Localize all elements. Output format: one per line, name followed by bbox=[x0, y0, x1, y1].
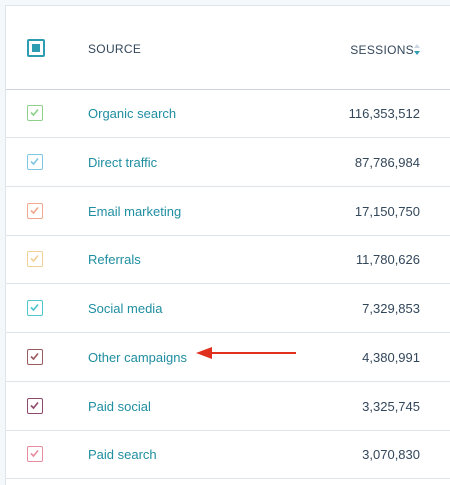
checkmark-icon bbox=[30, 401, 39, 409]
sort-descending-icon[interactable] bbox=[414, 43, 420, 57]
source-link[interactable]: Direct traffic bbox=[88, 154, 158, 170]
table-row: Email marketing 17,150,750 bbox=[6, 188, 450, 236]
checkmark-icon bbox=[30, 157, 39, 165]
table-row: Paid social 3,325,745 bbox=[6, 383, 450, 431]
checkmark-icon bbox=[30, 108, 39, 117]
sessions-value: 4,380,991 bbox=[362, 349, 420, 365]
table-row: Organic search 116,353,512 bbox=[6, 90, 450, 138]
source-link[interactable]: Organic search bbox=[88, 106, 177, 121]
column-header-source[interactable]: SOURCE bbox=[88, 42, 142, 56]
sources-table: SOURCE SESSIONS Organic search 116,353,51… bbox=[5, 5, 450, 485]
source-link[interactable]: Paid search bbox=[88, 447, 157, 463]
row-checkbox[interactable] bbox=[27, 397, 43, 414]
sessions-value: 116,353,512 bbox=[348, 106, 420, 121]
column-header-sessions[interactable]: SESSIONS bbox=[350, 43, 414, 57]
row-checkbox[interactable] bbox=[27, 153, 43, 170]
sessions-value: 17,150,750 bbox=[354, 203, 420, 219]
source-link[interactable]: Other campaigns bbox=[88, 349, 187, 365]
table-row: Direct traffic 87,786,984 bbox=[6, 139, 450, 187]
checkmark-icon bbox=[30, 255, 39, 263]
table-row: Social media 7,329,853 bbox=[6, 285, 450, 333]
row-checkbox[interactable] bbox=[27, 251, 43, 268]
checkmark-icon bbox=[30, 206, 39, 214]
sessions-value: 87,786,984 bbox=[354, 154, 420, 170]
red-arrow-icon bbox=[196, 347, 296, 359]
checkmark-icon bbox=[30, 450, 39, 458]
row-checkbox[interactable] bbox=[27, 348, 43, 365]
checkmark-icon bbox=[30, 352, 39, 360]
sessions-value: 3,325,745 bbox=[362, 398, 420, 414]
sessions-value: 11,780,626 bbox=[355, 252, 420, 268]
table-row: Other campaigns 4,380,991 bbox=[6, 334, 450, 382]
source-link[interactable]: Paid social bbox=[88, 398, 151, 414]
select-all-checkbox[interactable] bbox=[27, 39, 45, 57]
row-checkbox[interactable] bbox=[27, 300, 43, 316]
table-row: Paid search 3,070,830 bbox=[6, 431, 450, 480]
table-header: SOURCE SESSIONS bbox=[6, 6, 450, 90]
source-link[interactable]: Email marketing bbox=[88, 203, 182, 219]
row-checkbox[interactable] bbox=[27, 446, 43, 463]
source-link[interactable]: Social media bbox=[88, 301, 163, 316]
checkmark-icon bbox=[30, 303, 39, 312]
sessions-value: 7,329,853 bbox=[362, 301, 420, 316]
table-row: Referrals 11,780,626 bbox=[6, 236, 450, 285]
source-link[interactable]: Referrals bbox=[88, 252, 141, 268]
sessions-value: 3,070,830 bbox=[362, 447, 420, 463]
row-checkbox[interactable] bbox=[27, 202, 43, 219]
row-checkbox[interactable] bbox=[27, 105, 43, 121]
